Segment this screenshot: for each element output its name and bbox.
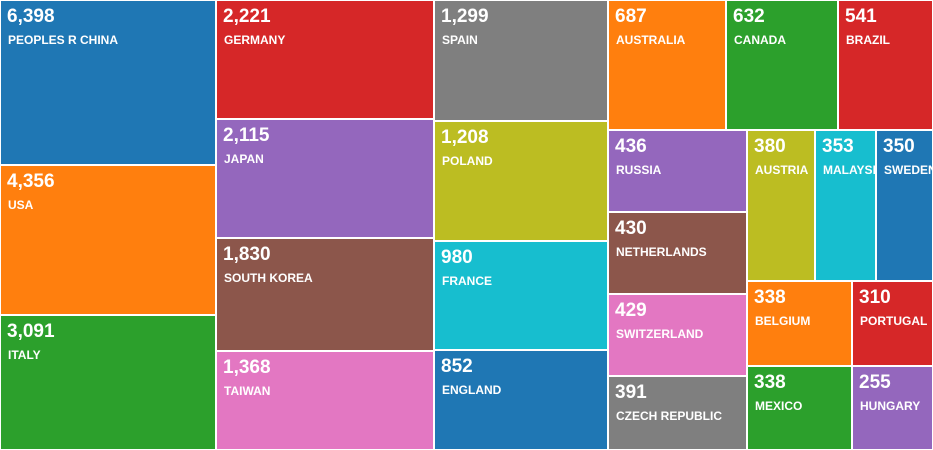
value-label: 687 [615,6,647,27]
value-label: 255 [859,372,891,393]
value-label: 2,115 [223,125,270,146]
value-label: 980 [441,247,473,268]
value-label: 436 [615,136,647,157]
tile: 687 AUSTRALIA [608,0,726,130]
value-label: 338 [754,372,786,393]
tile: 1,830 SOUTH KOREA [216,238,434,351]
tile: 350 SWEDEN [876,130,933,281]
category-label: SWITZERLAND [616,327,704,341]
category-label: MEXICO [755,399,803,413]
tile: 391 CZECH REPUBLIC [608,376,747,450]
category-label: AUSTRALIA [616,33,686,47]
tile: 6,398 PEOPLES R CHINA [0,0,216,165]
tile: 4,356 USA [0,165,216,315]
category-label: USA [8,198,34,212]
tile: 632 CANADA [726,0,838,130]
category-label: ENGLAND [442,383,502,397]
value-label: 1,208 [441,127,489,148]
category-label: AUSTRIA [755,163,809,177]
tile: 255 HUNGARY [852,366,933,450]
tile: 3,091 ITALY [0,315,216,450]
tile: 430 NETHERLANDS [608,212,747,294]
tile: 353 MALAYSIA [815,130,876,281]
tile: 338 BELGIUM [747,281,852,366]
category-label: BRAZIL [846,33,890,47]
category-label: NETHERLANDS [616,245,707,259]
tile: 852 ENGLAND [434,350,608,450]
category-label: GERMANY [224,33,286,47]
tile: 2,221 GERMANY [216,0,434,119]
value-label: 350 [883,136,915,157]
tile: 541 BRAZIL [838,0,933,130]
tile: 1,299 SPAIN [434,0,608,121]
tile: 338 MEXICO [747,366,852,450]
value-label: 353 [822,136,854,157]
category-label: HUNGARY [860,399,921,413]
value-label: 4,356 [7,171,55,192]
tile: 429 SWITZERLAND [608,294,747,376]
value-label: 541 [845,6,877,27]
category-label: CZECH REPUBLIC [616,409,723,423]
value-label: 2,221 [223,6,271,27]
value-label: 310 [859,287,891,308]
category-label: FRANCE [442,274,492,288]
value-label: 430 [615,218,647,239]
category-label: MALAYSIA [823,163,876,177]
value-label: 1,830 [223,244,271,265]
tile: 436 RUSSIA [608,130,747,212]
value-label: 391 [615,382,647,403]
category-label: BELGIUM [755,314,811,328]
value-label: 1,299 [441,6,489,27]
category-label: JAPAN [224,152,264,166]
category-label: CANADA [734,33,786,47]
value-label: 3,091 [7,321,55,342]
category-label: POLAND [442,154,493,168]
category-label: PEOPLES R CHINA [8,33,119,47]
value-label: 852 [441,356,473,377]
value-label: 429 [615,300,647,321]
tile: 980 FRANCE [434,241,608,350]
category-label: SPAIN [442,33,478,47]
value-label: 380 [754,136,786,157]
tile: 380 AUSTRIA [747,130,815,281]
tile: 2,115 JAPAN [216,119,434,238]
category-label: TAIWAN [224,384,271,398]
category-label: SOUTH KOREA [224,271,313,285]
value-label: 338 [754,287,786,308]
category-label: SWEDEN [884,163,933,177]
value-label: 1,368 [223,357,271,378]
value-label: 632 [733,6,765,27]
category-label: ITALY [8,348,41,362]
category-label: RUSSIA [616,163,662,177]
tile: 310 PORTUGAL [852,281,933,366]
category-label: PORTUGAL [860,314,928,328]
tile: 1,208 POLAND [434,121,608,241]
tile: 1,368 TAIWAN [216,351,434,450]
value-label: 6,398 [7,6,55,27]
